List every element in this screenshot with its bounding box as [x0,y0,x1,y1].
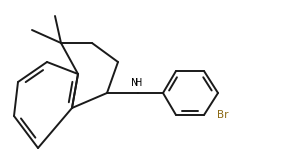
Text: N: N [131,78,139,88]
Text: H: H [135,78,143,88]
Text: Br: Br [217,110,228,120]
